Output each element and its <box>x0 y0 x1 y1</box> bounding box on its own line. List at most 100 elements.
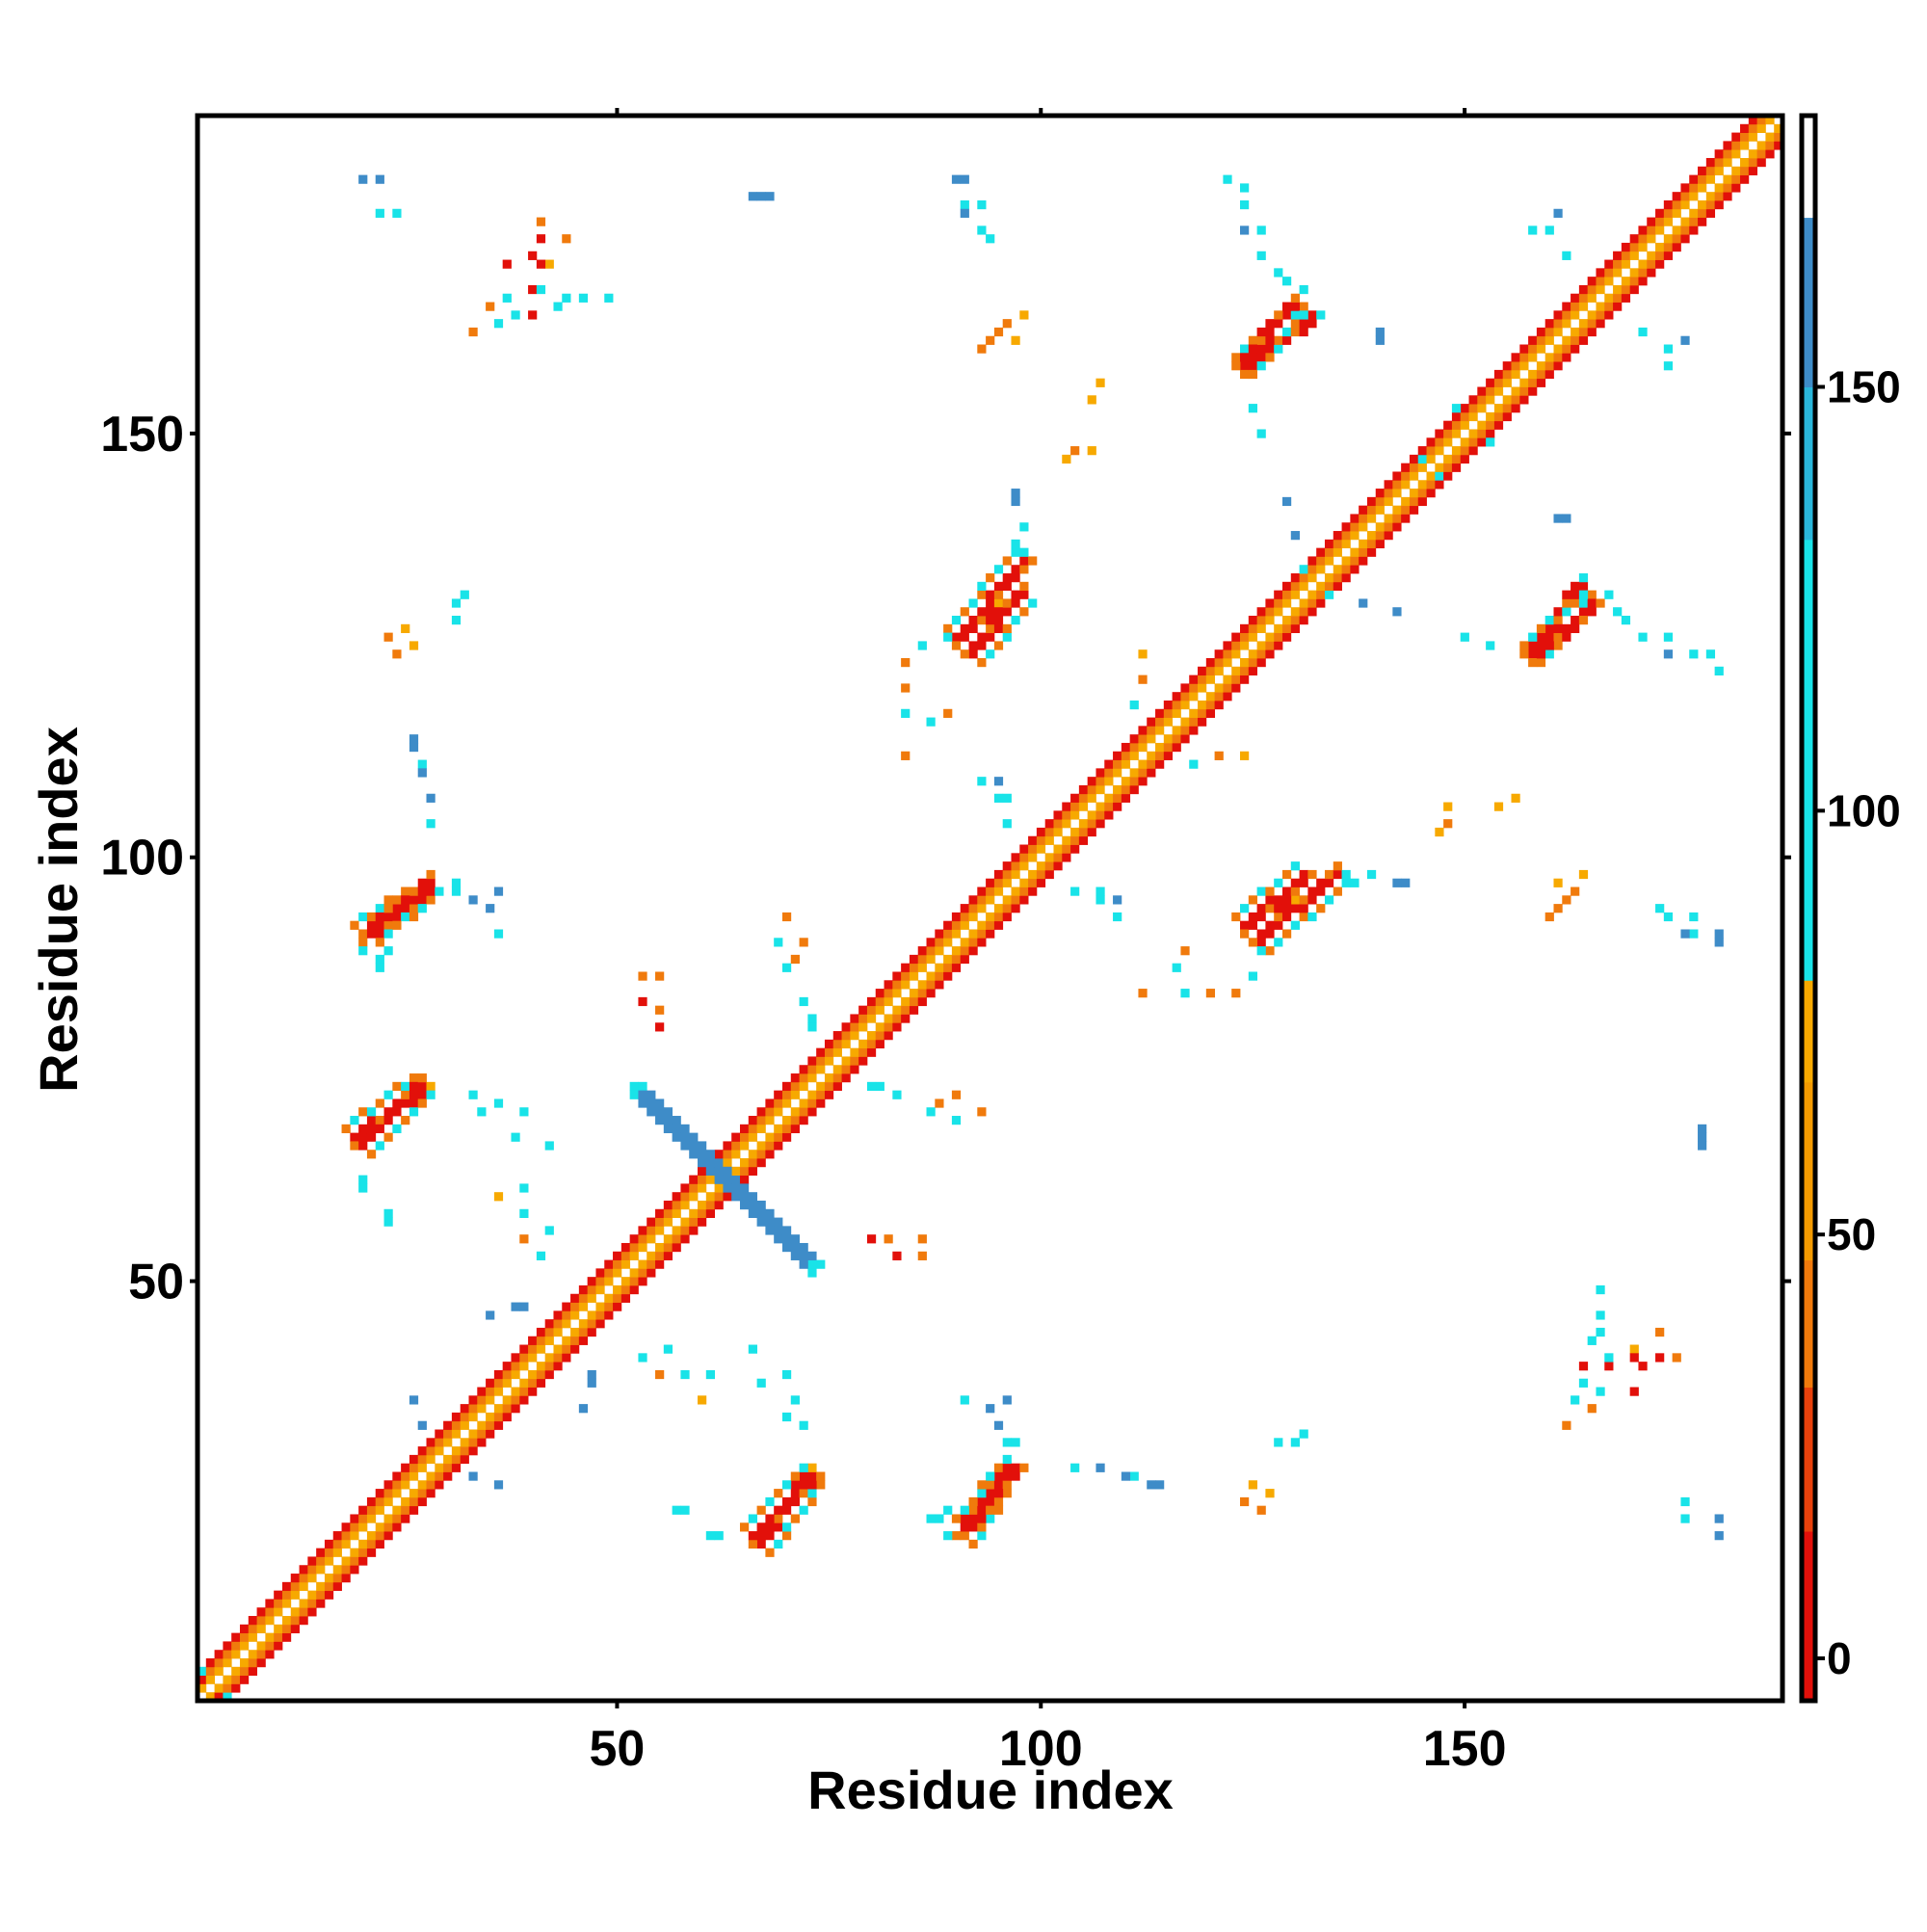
contact-cell <box>689 1141 699 1151</box>
contact-cell <box>1198 666 1207 675</box>
contact-cell <box>951 616 962 625</box>
contact-cell <box>1672 225 1681 235</box>
contact-cell <box>1587 607 1597 617</box>
contact-cell <box>1265 353 1275 362</box>
contact-cell <box>1655 217 1665 226</box>
contact-cell <box>1629 234 1639 244</box>
contact-cell <box>739 1166 750 1176</box>
contact-cell <box>832 1031 842 1041</box>
contact-cell <box>714 1183 724 1193</box>
contact-cell <box>214 1683 224 1693</box>
contact-cell <box>799 1463 808 1472</box>
contact-cell <box>960 623 969 634</box>
contact-cell <box>1155 751 1165 760</box>
contact-cell <box>1316 598 1326 608</box>
contact-cell <box>562 234 571 244</box>
contact-cell <box>350 1116 359 1125</box>
contact-cell <box>1299 327 1308 337</box>
contact-cell <box>1223 692 1232 701</box>
contact-cell <box>629 1234 639 1244</box>
contact-cell <box>383 1489 393 1498</box>
contact-cell <box>1163 708 1174 718</box>
contact-cell <box>1578 293 1589 303</box>
contact-cell <box>1324 878 1334 887</box>
contact-cell <box>1366 539 1377 549</box>
contact-cell <box>1044 861 1054 871</box>
contact-cell <box>1138 726 1148 735</box>
contact-cell <box>1562 353 1571 362</box>
contact-cell <box>968 616 978 625</box>
contact-cell <box>799 1098 808 1108</box>
contact-cell <box>629 1284 639 1295</box>
contact-cell <box>281 1632 292 1642</box>
contact-cell <box>1129 742 1139 753</box>
contact-cell <box>901 996 911 1007</box>
contact-cell <box>1723 192 1732 201</box>
contact-cell <box>901 1005 911 1015</box>
contact-cell <box>1155 1480 1165 1490</box>
contact-cell <box>951 174 962 184</box>
contact-cell <box>1672 199 1681 210</box>
contact-cell <box>917 1251 927 1260</box>
contact-cell <box>1324 539 1334 549</box>
x-tick-label: 100 <box>999 1721 1083 1777</box>
contact-cell <box>1155 717 1165 727</box>
contact-cell <box>1053 853 1063 862</box>
contact-cell <box>231 1683 241 1693</box>
contact-cell <box>350 1531 359 1541</box>
contact-cell <box>765 1548 775 1557</box>
contact-cell <box>1011 590 1020 599</box>
contact-cell <box>401 1116 410 1125</box>
contact-cell <box>417 1496 427 1507</box>
contact-cell <box>1426 489 1436 498</box>
colorbar-band <box>1802 1531 1815 1702</box>
contact-cell <box>1290 904 1300 913</box>
contact-cell <box>1307 598 1317 608</box>
contact-cell <box>1756 157 1766 168</box>
contact-cell <box>781 1505 792 1515</box>
contact-cell <box>392 1505 402 1515</box>
contact-cell <box>1417 446 1427 456</box>
contact-cell <box>1189 708 1199 718</box>
contact-cell <box>1333 531 1342 541</box>
contact-cell <box>638 1268 647 1278</box>
contact-cell <box>1401 878 1411 887</box>
contact-cell <box>1366 531 1377 541</box>
contact-cell <box>689 1226 699 1235</box>
contact-cell <box>375 1098 384 1108</box>
contact-cell <box>1113 768 1122 778</box>
contact-cell <box>1087 827 1096 837</box>
contact-cell <box>417 1098 427 1108</box>
contact-cell <box>1011 565 1020 574</box>
contact-cell <box>756 1200 766 1210</box>
contact-cell <box>1274 920 1283 930</box>
contact-cell <box>765 1522 775 1532</box>
contact-cell <box>756 1150 766 1159</box>
contact-cell <box>1401 463 1411 472</box>
contact-cell <box>1468 446 1478 456</box>
contact-cell <box>1359 547 1368 557</box>
contact-cell <box>620 1251 631 1260</box>
contact-cell <box>723 1166 732 1176</box>
contact-cell <box>375 1539 384 1549</box>
contact-cell <box>756 1539 766 1549</box>
contact-cell <box>1493 369 1504 380</box>
contact-cell <box>960 920 969 930</box>
contact-cell <box>1138 989 1148 998</box>
contact-cell <box>993 1489 1004 1498</box>
contact-cell <box>1604 1353 1614 1363</box>
contact-cell <box>409 912 419 922</box>
contact-cell <box>723 1192 732 1202</box>
contact-cell <box>1519 641 1529 650</box>
contact-cell <box>383 1107 393 1117</box>
contact-cell <box>781 1242 792 1253</box>
contact-cell <box>1655 208 1665 218</box>
contact-cell <box>781 963 792 972</box>
contact-cell <box>875 996 884 1007</box>
contact-cell <box>1121 1471 1131 1481</box>
contact-cell <box>519 1353 529 1363</box>
contact-cell <box>1155 708 1165 718</box>
contact-cell <box>909 954 919 965</box>
contact-cell <box>1062 454 1071 464</box>
contact-cell <box>1401 505 1411 515</box>
